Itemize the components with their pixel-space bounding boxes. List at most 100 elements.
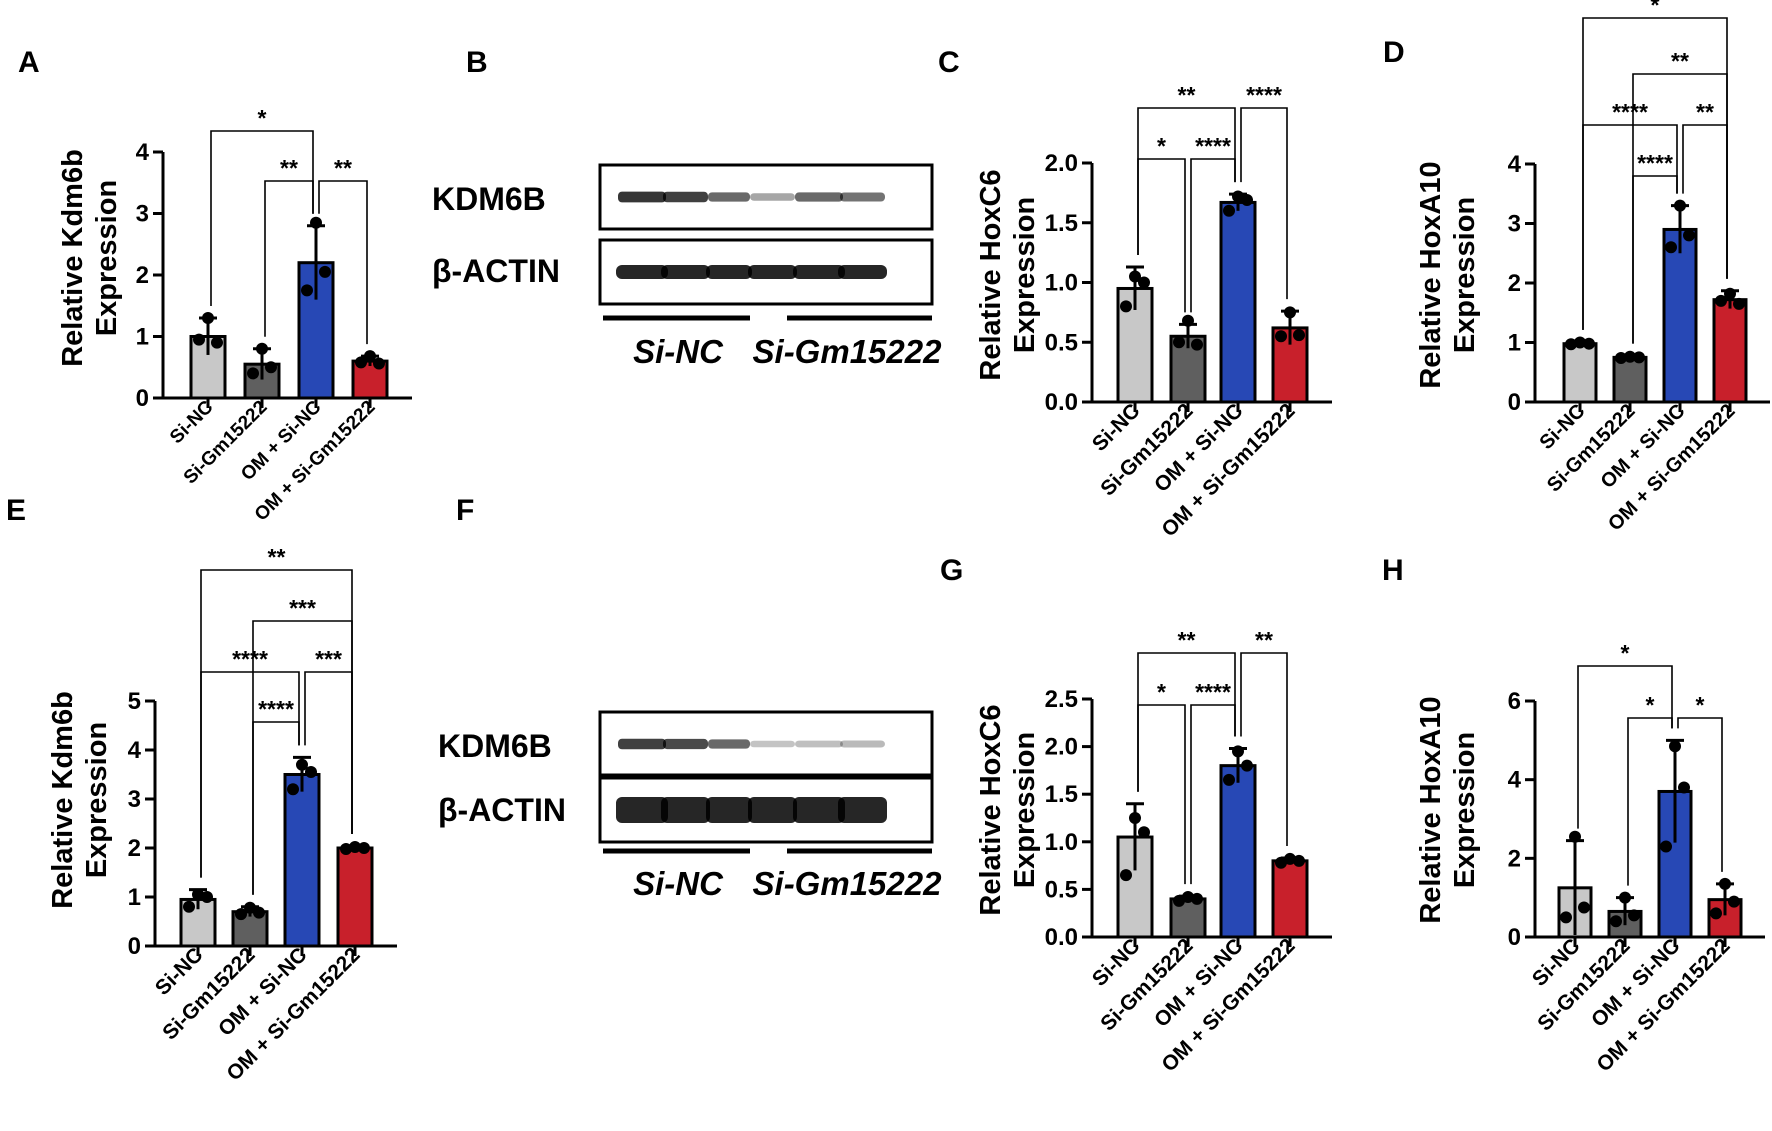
data-point	[235, 908, 247, 921]
significance-bracket	[264, 180, 314, 337]
y-tick-label: 2.5	[1045, 686, 1078, 713]
significance-label: **	[1178, 82, 1196, 108]
data-point	[1293, 854, 1305, 867]
y-tick-label: 2	[136, 262, 149, 289]
panel-letter-c: C	[938, 46, 960, 79]
significance-label: *	[1157, 133, 1166, 159]
significance-label: *	[1157, 679, 1166, 705]
significance-bracket	[1682, 124, 1728, 279]
data-point	[1223, 773, 1235, 786]
blot-lanes-kdm6b	[618, 738, 885, 750]
blot-band-actin	[838, 797, 887, 823]
significance-bracket	[252, 721, 300, 895]
data-point	[1182, 314, 1194, 327]
blot-label-kdm6b: KDM6B	[432, 181, 546, 217]
data-point	[1660, 840, 1672, 853]
data-point	[1138, 276, 1150, 289]
y-axis-label: Relative HoxC6	[975, 704, 1007, 915]
significance-bracket	[1137, 158, 1186, 313]
significance-bracket	[200, 569, 353, 878]
data-point	[193, 333, 205, 346]
y-tick-label: 1.5	[1045, 781, 1078, 808]
panel-letter-a: A	[18, 46, 40, 79]
bar	[1219, 200, 1257, 404]
data-point	[1715, 294, 1727, 307]
data-point	[301, 284, 313, 297]
y-axis-label: Relative Kdm6b	[57, 149, 89, 367]
bar	[1271, 859, 1309, 939]
blot-band-actin	[661, 797, 710, 823]
data-point	[1615, 351, 1627, 364]
data-point	[1683, 229, 1695, 242]
data-point	[1241, 759, 1253, 772]
data-point	[1120, 869, 1132, 882]
blot-band-actin	[661, 265, 710, 279]
blot-band-kdm6b	[663, 191, 708, 203]
blot-band-kdm6b	[618, 738, 666, 750]
panel-letter-b: B	[466, 46, 488, 79]
blot-band-actin	[616, 265, 668, 279]
data-point	[1293, 329, 1305, 342]
significance-label: **	[334, 155, 352, 181]
blot-band-actin	[793, 265, 845, 279]
data-point	[1624, 350, 1636, 363]
western-blot-f: KDM6B β-ACTIN Si-NC Si-Gm15222	[438, 710, 943, 902]
significance-label: *	[1621, 640, 1630, 666]
y-tick-label: 4	[136, 139, 150, 166]
y-tick-label: 6	[1508, 688, 1521, 715]
y-axis-label: Relative HoxA10	[1415, 161, 1447, 388]
data-point	[1574, 336, 1586, 349]
blot-label-kdm6b: KDM6B	[438, 728, 552, 764]
significance-bracket	[1582, 124, 1678, 330]
data-point	[319, 265, 331, 278]
panel-letter-e: E	[6, 494, 26, 527]
y-tick-label: 1.0	[1045, 270, 1078, 297]
blot-band-kdm6b	[663, 738, 708, 750]
panel-letter-h: H	[1382, 554, 1404, 587]
data-point	[1578, 901, 1590, 914]
data-point	[1724, 287, 1736, 300]
y-axis-label: Expression	[81, 722, 113, 878]
data-point	[1628, 909, 1640, 922]
data-point	[1583, 337, 1595, 350]
significance-bracket	[1632, 175, 1678, 344]
data-point	[1241, 194, 1253, 207]
significance-label: ****	[1612, 99, 1648, 125]
data-point	[1710, 907, 1722, 920]
y-axis-label: Relative Kdm6b	[47, 691, 79, 909]
data-point	[265, 361, 277, 374]
data-point	[1182, 891, 1194, 904]
data-point	[1728, 895, 1740, 908]
data-point	[296, 758, 308, 771]
significance-bracket	[1137, 704, 1186, 885]
y-tick-label: 1	[1508, 330, 1521, 357]
significance-label: ***	[315, 646, 342, 672]
data-point	[340, 842, 352, 855]
blot-group-si-nc: Si-NC	[633, 333, 724, 370]
blot-band-kdm6b	[708, 739, 750, 749]
blot-label-actin: β-ACTIN	[432, 253, 560, 289]
blot-lanes-actin	[616, 797, 887, 823]
data-point	[1674, 199, 1686, 212]
y-tick-label: 1	[136, 324, 149, 351]
y-tick-label: 2	[1508, 270, 1521, 297]
y-tick-label: 4	[128, 737, 142, 764]
significance-label: *	[1696, 692, 1705, 718]
y-axis-label: Expression	[91, 180, 123, 336]
blot-band-actin	[706, 797, 752, 823]
significance-label: **	[1178, 627, 1196, 653]
data-point	[364, 350, 376, 363]
data-point	[358, 842, 370, 854]
y-tick-label: 3	[128, 786, 141, 813]
data-point	[287, 783, 299, 796]
data-point	[1275, 330, 1287, 343]
bar	[1712, 298, 1748, 404]
data-point	[1275, 856, 1287, 869]
data-point	[201, 891, 213, 903]
blot-band-actin	[616, 797, 668, 823]
blot-group-si-gm15222: Si-Gm15222	[753, 865, 943, 902]
data-point	[253, 906, 265, 919]
significance-label: *	[1651, 0, 1660, 18]
